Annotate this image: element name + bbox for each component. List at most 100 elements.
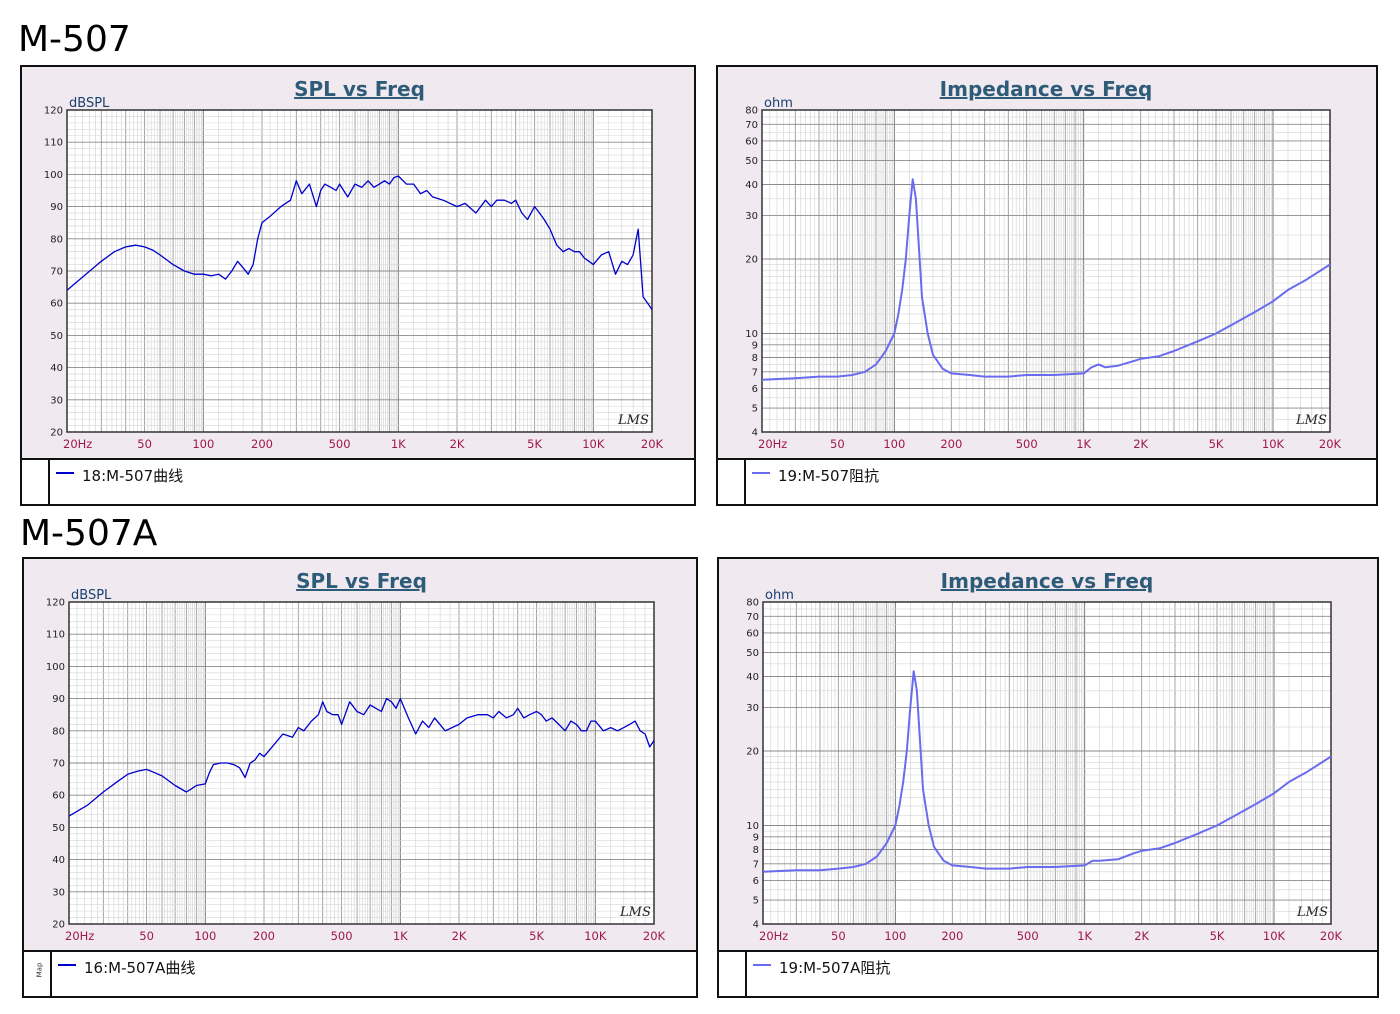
x-tick-label: 1K xyxy=(393,929,408,943)
y-tick-label: 80 xyxy=(50,234,63,245)
y-tick-label: 70 xyxy=(50,267,63,278)
y-tick-label: 80 xyxy=(745,106,758,117)
x-tick-label: 10K xyxy=(1262,437,1285,451)
legend-gutter xyxy=(22,460,50,504)
y-tick-label: 20 xyxy=(746,747,759,758)
legend-gutter xyxy=(719,952,747,996)
plot-frame xyxy=(66,109,653,433)
y-axis-label: dBSPL xyxy=(69,96,110,111)
impedance-chart-panel-m507: Impedance vs Freq ohm 4 5 6 7 8 9 10 20 30 40 50 60 70… xyxy=(716,65,1378,506)
y-tick-label: 60 xyxy=(50,299,63,310)
legend-box: Map 16:M-507A曲线 xyxy=(24,950,696,996)
legend-box: 19:M-507阻抗 xyxy=(718,458,1376,504)
y-axis-label: ohm xyxy=(764,96,793,111)
chart-title: SPL vs Freq xyxy=(296,569,427,593)
legend-box: 18:M-507曲线 xyxy=(22,458,694,504)
legend-label: 19:M-507A阻抗 xyxy=(779,959,891,977)
legend-swatch xyxy=(58,964,76,966)
x-tick-label: 20K xyxy=(643,929,666,943)
lms-watermark: LMS xyxy=(1296,905,1328,920)
section-title-m507: M-507 xyxy=(18,19,131,60)
x-tick-label: 50 xyxy=(137,437,152,451)
plot-frame xyxy=(762,601,1332,925)
x-tick-label: 100 xyxy=(194,929,216,943)
y-tick-label: 10 xyxy=(746,821,759,832)
y-tick-label: 40 xyxy=(746,672,759,683)
x-tick-label: 50 xyxy=(831,929,846,943)
x-tick-label: 20Hz xyxy=(65,929,94,943)
lms-watermark: LMS xyxy=(1295,413,1327,428)
grid xyxy=(761,109,1331,433)
y-tick-label: 50 xyxy=(50,331,63,342)
plot-frame xyxy=(761,109,1331,433)
x-tick-label: 2K xyxy=(1133,437,1148,451)
y-tick-label: 20 xyxy=(52,920,65,931)
spl-chart-panel-m507a: SPL vs Freq dBSPL 20 30 40 50 60 70 80 90 100 110 12… xyxy=(22,557,698,998)
impedance-chart-m507a: Impedance vs Freq ohm 4 5 6 7 8 910 20 30 40 50 60 70… xyxy=(746,569,1342,943)
plot-frame xyxy=(68,601,655,925)
grid xyxy=(68,601,655,925)
y-tick-label: 90 xyxy=(50,202,63,213)
x-tick-label: 200 xyxy=(251,437,273,451)
y-tick-label: 6 xyxy=(752,384,758,395)
series-line xyxy=(761,178,1331,381)
y-tick-label: 50 xyxy=(745,156,758,167)
chart-title: Impedance vs Freq xyxy=(941,569,1154,593)
x-tick-label: 50 xyxy=(139,929,154,943)
plot-area xyxy=(762,110,1330,432)
y-tick-label: 70 xyxy=(745,120,758,131)
lms-watermark: LMS xyxy=(617,413,649,428)
x-tick-label: 20K xyxy=(641,437,664,451)
spl-chart-m507: SPL vs Freq dBSPL 20 30 40 50 60 70 80 90 100 110 12… xyxy=(44,77,664,451)
y-tick-label: 7 xyxy=(753,859,759,870)
y-tick-label: 10 xyxy=(745,329,758,340)
impedance-chart-panel-m507a: Impedance vs Freq ohm 4 5 6 7 8 9 10 20 30 40 50 60 70… xyxy=(717,557,1379,998)
x-tick-label: 1K xyxy=(1076,437,1091,451)
x-tick-label: 20K xyxy=(1319,437,1342,451)
x-tick-label: 1K xyxy=(1077,929,1092,943)
y-tick-label: 4 xyxy=(752,428,758,439)
x-tick-label: 100 xyxy=(884,929,906,943)
y-tick-label: 30 xyxy=(745,211,758,222)
x-tick-label: 500 xyxy=(1017,929,1039,943)
impedance-chart-m507: Impedance vs Freq ohm 4 5 6 7 8 910 20 30 40 50 60 70… xyxy=(745,77,1342,451)
x-tick-label: 10K xyxy=(582,437,605,451)
section-title-m507a: M-507A xyxy=(20,513,158,554)
x-tick-label: 2K xyxy=(452,929,467,943)
x-tick-label: 5K xyxy=(1209,437,1224,451)
grid xyxy=(762,601,1332,925)
y-tick-label: 5 xyxy=(752,404,758,415)
x-tick-label: 5K xyxy=(529,929,544,943)
spl-chart-panel-m507: SPL vs Freq dBSPL 20 30 40 50 60 70 80 90 100 110 12… xyxy=(20,65,696,506)
legend-swatch xyxy=(56,472,74,474)
x-tick-label: 10K xyxy=(1263,929,1286,943)
y-tick-label: 40 xyxy=(52,855,65,866)
y-tick-label: 40 xyxy=(50,363,63,374)
y-tick-label: 80 xyxy=(746,598,759,609)
y-tick-label: 120 xyxy=(46,598,65,609)
series-line xyxy=(68,697,655,817)
x-tick-label: 500 xyxy=(331,929,353,943)
y-axis-label: dBSPL xyxy=(71,588,112,603)
legend-gutter xyxy=(718,460,746,504)
x-tick-label: 1K xyxy=(391,437,406,451)
y-axis-label: ohm xyxy=(765,588,794,603)
y-tick-label: 6 xyxy=(753,876,759,887)
y-tick-label: 120 xyxy=(44,106,63,117)
y-tick-label: 30 xyxy=(50,395,63,406)
x-tick-label: 200 xyxy=(253,929,275,943)
y-tick-label: 8 xyxy=(753,845,759,856)
chart-title: SPL vs Freq xyxy=(294,77,425,101)
x-tick-label: 5K xyxy=(527,437,542,451)
series-line xyxy=(66,175,653,310)
y-tick-label: 9 xyxy=(752,340,758,351)
y-tick-label: 110 xyxy=(44,138,63,149)
legend-gutter-label: Map xyxy=(35,962,44,978)
y-tick-label: 50 xyxy=(746,648,759,659)
legend-label: 18:M-507曲线 xyxy=(82,467,184,485)
series-line xyxy=(762,670,1332,873)
x-tick-label: 20Hz xyxy=(63,437,92,451)
y-tick-label: 90 xyxy=(52,694,65,705)
y-tick-label: 20 xyxy=(50,428,63,439)
x-tick-label: 500 xyxy=(329,437,351,451)
